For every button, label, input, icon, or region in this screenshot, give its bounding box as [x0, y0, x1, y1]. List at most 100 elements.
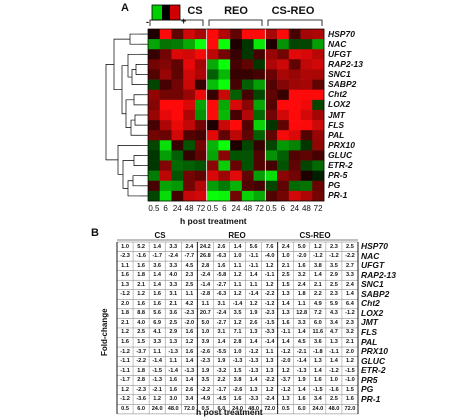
heatmap-cell: [148, 99, 161, 111]
table-cell: -1.4: [296, 358, 307, 365]
heatmap-cell: [183, 39, 196, 50]
table-cell: 4.5: [185, 262, 194, 269]
heatmap-cell: [194, 39, 207, 50]
table-cell: 4.9: [313, 300, 322, 307]
table-cell: -2.3: [120, 253, 130, 260]
heatmap-cell: [218, 89, 231, 101]
heatmap-cell: [277, 120, 290, 131]
table-cell: -1.4: [232, 300, 243, 307]
table-cell: 3.5: [233, 310, 242, 317]
table-cell: -2.0: [296, 253, 307, 260]
table-cell: 7.1: [233, 329, 242, 336]
heatmap-cell: [194, 120, 207, 131]
table-cell: 1.5: [233, 367, 242, 374]
table-time-cell: 72.0: [344, 405, 356, 412]
heatmap-cell: [159, 120, 172, 131]
table-cell: 2.1: [137, 281, 146, 288]
heatmap-cell: [277, 29, 290, 40]
heatmap-cell: [300, 160, 313, 171]
table-cell: 1.6: [185, 348, 194, 355]
table-cell: 26.8: [199, 253, 211, 260]
table-cell: 1.4: [313, 367, 322, 374]
table-cell: -1.1: [248, 262, 259, 269]
table-cell: 24.2: [199, 243, 211, 250]
table-cell: -1.1: [248, 253, 259, 260]
heatmap-cell: [300, 59, 313, 70]
table-cell: 3.2: [297, 272, 306, 279]
table-cell: -1.6: [136, 253, 146, 260]
table-cell: -1.4: [168, 367, 179, 374]
heatmap-cell: [253, 79, 266, 91]
table-cell: 1.2: [281, 367, 290, 374]
table-cell: 1.3: [281, 396, 290, 403]
table-cell: -2.1: [152, 386, 162, 393]
table-gene-label: SNC1: [361, 279, 384, 290]
heatmap-cell: [277, 170, 290, 182]
table-cell: -1.3: [184, 367, 195, 374]
table-cell: 1.2: [121, 386, 129, 393]
heatmap-cell: [300, 150, 313, 161]
table-cell: -1.3: [296, 367, 307, 374]
table-cell: 1.3: [249, 386, 258, 393]
table-cell: -5.8: [216, 272, 227, 279]
heatmap-cell: [183, 89, 196, 101]
table-cell: 1.4: [330, 358, 338, 365]
table-cell: 1.4: [297, 329, 306, 336]
heatmap-cell: [241, 89, 254, 101]
table-cell: -2.4: [264, 396, 275, 403]
table-cell: -1.5: [313, 386, 323, 393]
heatmap-cell: [159, 160, 172, 171]
table-cell: 1.4: [153, 272, 162, 279]
heatmap-cell: [206, 170, 219, 182]
heatmap-cell: [288, 130, 301, 141]
table-cell: -1.7: [152, 253, 162, 260]
heatmap-cell: [288, 89, 301, 101]
table-cell: 2.0: [121, 300, 129, 307]
heatmap-cell: [312, 59, 325, 70]
heatmap-cell: [218, 120, 231, 131]
heatmap-cell: [312, 49, 325, 60]
heatmap-cell: [183, 130, 196, 141]
table-cell: -2.2: [264, 291, 275, 298]
table-cell: 1.4: [249, 339, 258, 345]
table-cell: -2.2: [200, 386, 211, 393]
table-cell: 7.2: [313, 310, 322, 317]
table-time-cell: 6.0: [297, 405, 306, 412]
panel-b-label: B: [91, 227, 99, 239]
table-cell: 1.6: [169, 377, 178, 384]
panel-a-label: A: [121, 2, 129, 14]
heatmap-cell: [241, 130, 254, 141]
heatmap-time-label: 48: [301, 204, 311, 213]
heatmap-cell: [253, 130, 266, 141]
heatmap-cell: [265, 180, 278, 192]
table-time-cell: 48.0: [167, 405, 179, 412]
heatmap-time-label: 6: [280, 204, 286, 213]
table-cell: 1.4: [281, 339, 290, 345]
table-cell: 1.4: [346, 291, 354, 298]
table-cell: 3.6: [313, 339, 322, 345]
heatmap-gene-label: PR-5: [328, 170, 348, 181]
heatmap-cell: [312, 99, 325, 111]
heatmap-gene-label: NAC: [328, 38, 347, 49]
table-cell: 4.1: [153, 329, 162, 336]
dendrogram-branch: [132, 175, 140, 187]
heatmap-cell: [218, 190, 231, 202]
heatmap-time-label: 24: [290, 204, 300, 213]
table-cell: -1.2: [329, 367, 339, 374]
heatmap-cell: [312, 150, 325, 161]
table-cell: 2.3: [330, 291, 338, 298]
heatmap-cell: [206, 160, 219, 171]
heatmap-cell: [171, 29, 184, 40]
table-cell: 1.2: [249, 300, 258, 307]
heatmap-cell: [312, 120, 325, 131]
table-cell: 1.0: [233, 253, 242, 260]
table-cell: -3.2: [216, 367, 227, 374]
table-cell: -1.1: [120, 358, 130, 365]
heatmap-cell: [300, 29, 313, 40]
heatmap-gene-label: JMT: [328, 109, 345, 120]
heatmap-time-label: 72: [196, 204, 206, 213]
table-cell: 1.2: [233, 291, 242, 298]
table-cell: -1.1: [120, 367, 130, 374]
table-cell: 3.1: [217, 300, 226, 307]
heatmap-cell: [241, 109, 254, 121]
